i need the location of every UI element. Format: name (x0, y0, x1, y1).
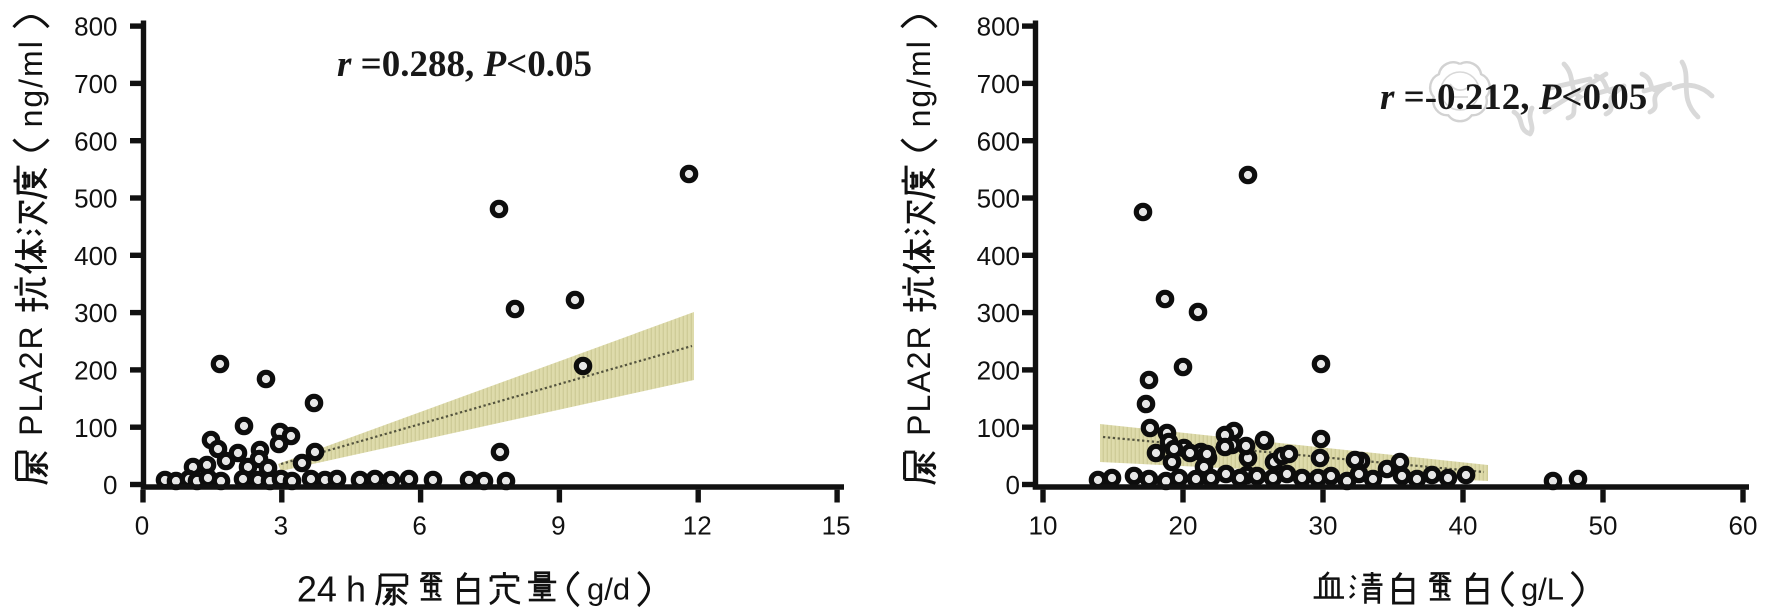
svg-text:r =0.288, P<0.05: r =0.288, P<0.05 (337, 44, 592, 85)
svg-text:0: 0 (103, 470, 117, 500)
svg-text:60: 60 (1729, 511, 1758, 541)
svg-text:0: 0 (1006, 470, 1020, 500)
svg-text:200: 200 (977, 356, 1020, 386)
svg-text:500: 500 (74, 184, 117, 214)
svg-text:300: 300 (74, 298, 117, 328)
svg-text:15: 15 (822, 511, 851, 541)
svg-text:300: 300 (977, 298, 1020, 328)
svg-text:800: 800 (977, 12, 1020, 42)
svg-text:100: 100 (74, 413, 117, 443)
svg-text:10: 10 (1029, 511, 1058, 541)
svg-text:9: 9 (551, 511, 565, 541)
svg-text:40: 40 (1449, 511, 1478, 541)
svg-text:20: 20 (1169, 511, 1198, 541)
svg-text:3: 3 (274, 511, 288, 541)
svg-text:800: 800 (74, 12, 117, 42)
svg-text:100: 100 (977, 413, 1020, 443)
svg-text:700: 700 (74, 69, 117, 99)
svg-text:500: 500 (977, 184, 1020, 214)
svg-text:600: 600 (977, 126, 1020, 156)
svg-text:700: 700 (977, 69, 1020, 99)
svg-text:r =-0.212, P<0.05: r =-0.212, P<0.05 (1380, 77, 1647, 118)
svg-text:200: 200 (74, 356, 117, 386)
svg-text:400: 400 (74, 241, 117, 271)
svg-text:6: 6 (412, 511, 426, 541)
svg-text:400: 400 (977, 241, 1020, 271)
svg-text:30: 30 (1309, 511, 1338, 541)
svg-text:50: 50 (1589, 511, 1618, 541)
svg-text:0: 0 (135, 511, 149, 541)
svg-text:600: 600 (74, 126, 117, 156)
svg-text:12: 12 (683, 511, 712, 541)
